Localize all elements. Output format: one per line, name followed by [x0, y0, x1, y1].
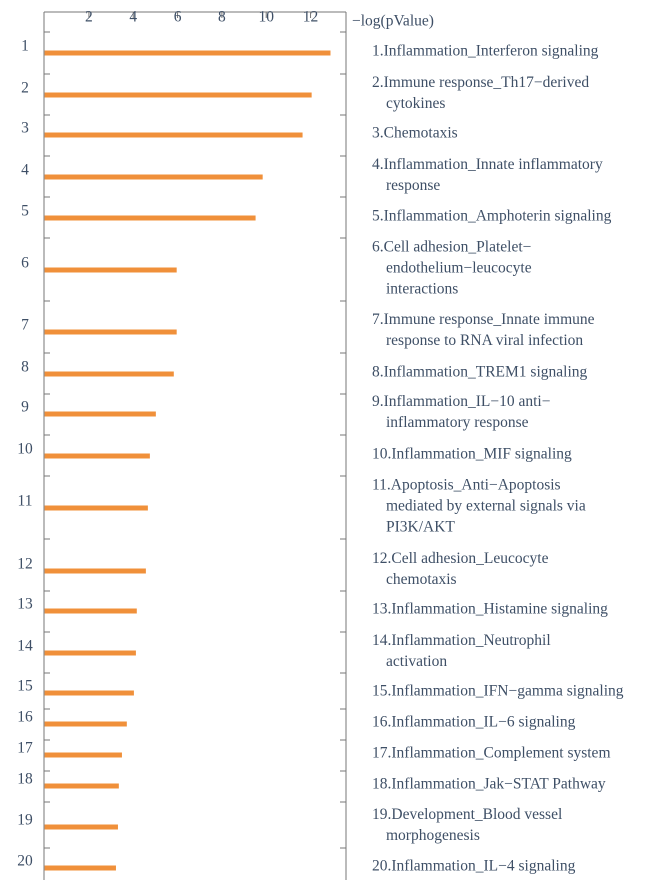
- bar: [44, 267, 177, 273]
- bar: [44, 174, 263, 180]
- pathway-label: inflammatory response: [386, 414, 529, 431]
- x-axis-label: −log(pValue): [352, 13, 434, 30]
- y-tick-label: 17: [17, 740, 33, 757]
- bar: [44, 132, 303, 138]
- pathway-label: 3.Chemotaxis: [372, 125, 458, 142]
- pathway-label: 18.Inflammation_Jak−STAT Pathway: [372, 776, 606, 793]
- x-tick-label: 8: [218, 9, 226, 26]
- bar: [44, 865, 116, 871]
- y-tick-label: 12: [17, 556, 33, 573]
- y-tick-label: 8: [21, 359, 29, 376]
- y-tick-label: 20: [17, 853, 33, 870]
- pathway-label: 10.Inflammation_MIF signaling: [372, 446, 572, 463]
- x-tick-label: 2: [85, 9, 93, 26]
- pathway-label: activation: [386, 653, 447, 670]
- y-tick-label: 7: [21, 317, 29, 334]
- y-tick-label: 13: [17, 596, 33, 613]
- y-tick-label: 14: [17, 638, 33, 655]
- pathway-label: morphogenesis: [386, 827, 480, 844]
- x-tick-label: 10: [258, 9, 274, 26]
- pathway-label: 19.Development_Blood vessel: [372, 806, 562, 823]
- y-tick-label: 18: [17, 771, 33, 788]
- bar: [44, 329, 177, 335]
- pathway-label: 4.Inflammation_Innate inflammatory: [372, 156, 603, 173]
- y-tick-label: 11: [18, 493, 33, 510]
- y-tick-label: 9: [21, 399, 29, 416]
- bar: [44, 690, 134, 696]
- pathway-label: 1.Inflammation_Interferon signaling: [372, 43, 599, 60]
- y-tick-label: 5: [21, 203, 29, 220]
- x-tick-label: 12: [303, 9, 319, 26]
- pathway-label: response to RNA viral infection: [386, 332, 583, 349]
- bar: [44, 752, 122, 758]
- y-tick-label: 16: [17, 709, 33, 726]
- pathway-label: endothelium−leucocyte: [386, 260, 532, 277]
- bar: [44, 411, 156, 417]
- y-tick-label: 19: [17, 812, 33, 829]
- pathway-label: 11.Apoptosis_Anti−Apoptosis: [372, 477, 561, 494]
- x-tick-label: 4: [129, 9, 137, 26]
- pathway-label: 17.Inflammation_Complement system: [372, 745, 611, 762]
- pathway-label: 5.Inflammation_Amphoterin signaling: [372, 208, 612, 225]
- pathway-label: 8.Inflammation_TREM1 signaling: [372, 364, 588, 381]
- pathway-label: 6.Cell adhesion_Platelet−: [372, 239, 531, 256]
- pathway-label: 15.Inflammation_IFN−gamma signaling: [372, 683, 624, 700]
- pathway-label: chemotaxis: [386, 571, 457, 588]
- pathway-label: 16.Inflammation_IL−6 signaling: [372, 714, 576, 731]
- bar: [44, 371, 174, 377]
- bar: [44, 721, 127, 727]
- pathway-label: 13.Inflammation_Histamine signaling: [372, 601, 608, 618]
- y-tick-label: 2: [21, 80, 29, 97]
- pathway-label: 7.Immune response_Innate immune: [372, 311, 595, 328]
- y-tick-label: 4: [21, 162, 29, 179]
- y-tick-label: 3: [21, 120, 29, 137]
- bar: [44, 608, 137, 614]
- bar: [44, 824, 118, 830]
- y-tick-label: 15: [17, 678, 33, 695]
- pathway-label: 14.Inflammation_Neutrophil: [372, 632, 551, 649]
- bar: [44, 50, 331, 56]
- y-tick-label: 6: [21, 255, 29, 272]
- pathway-label: 9.Inflammation_IL−10 anti−: [372, 393, 550, 410]
- bar: [44, 568, 146, 574]
- bar: [44, 92, 312, 98]
- pathway-label: 12.Cell adhesion_Leucocyte: [372, 550, 549, 567]
- pathway-label: 2.Immune response_Th17−derived: [372, 74, 589, 91]
- x-tick-label: 6: [174, 9, 182, 26]
- pathway-label: mediated by external signals via: [386, 498, 586, 515]
- pathway-label: 20.Inflammation_IL−4 signaling: [372, 858, 576, 875]
- pathway-label: PI3K/AKT: [386, 519, 455, 536]
- y-tick-label: 10: [17, 441, 33, 458]
- y-tick-label: 1: [21, 38, 29, 55]
- pathway-label: cytokines: [386, 95, 445, 112]
- pathway-label: interactions: [386, 281, 458, 298]
- pathway-label: response: [386, 177, 440, 194]
- bar: [44, 650, 136, 656]
- bar: [44, 453, 150, 459]
- bar: [44, 215, 256, 221]
- bar: [44, 783, 119, 789]
- bar: [44, 505, 148, 511]
